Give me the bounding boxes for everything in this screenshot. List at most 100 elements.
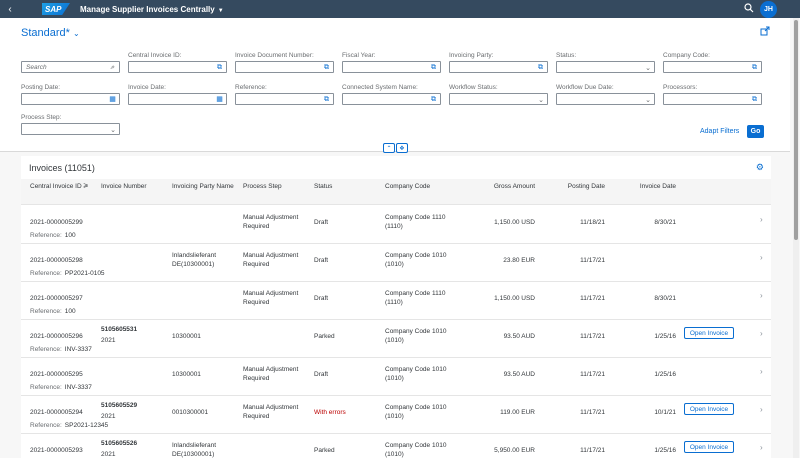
process-step-cell: Manual Adjustment Required bbox=[243, 214, 299, 230]
table-row[interactable]: 2021-0000005296 5105605531 2021 10300001 Par… bbox=[21, 320, 771, 358]
open-invoice-button[interactable]: Open Invoice bbox=[684, 441, 734, 453]
table-row[interactable]: 2021-0000005297 Manual Adjustment Require… bbox=[21, 282, 771, 320]
reference-value: 100 bbox=[64, 232, 76, 239]
variant-name: Standard* bbox=[21, 27, 70, 39]
column-header[interactable]: Status bbox=[314, 183, 333, 190]
pin-icon[interactable]: ❖ bbox=[396, 143, 408, 153]
filter-input[interactable]: ⧉ bbox=[449, 61, 548, 73]
search-input[interactable]: Search ⌕ bbox=[21, 61, 120, 73]
column-header[interactable]: Invoice Date bbox=[639, 183, 676, 190]
chevron-down-icon[interactable]: ⌄ bbox=[110, 127, 116, 134]
chevron-down-icon[interactable]: ⌄ bbox=[538, 97, 544, 104]
value-help-icon[interactable]: ⧉ bbox=[217, 64, 222, 71]
value-help-icon[interactable]: ⧉ bbox=[538, 64, 543, 71]
calendar-icon[interactable]: ▦ bbox=[216, 96, 223, 103]
caret-down-icon: ▼ bbox=[217, 7, 224, 14]
invoicing-party-cell: 0010300001 bbox=[172, 409, 209, 416]
filter-input[interactable]: ▦ bbox=[128, 93, 227, 105]
app-title-menu[interactable]: Manage Supplier Invoices Centrally ▼ bbox=[80, 5, 224, 14]
filter-input[interactable]: ⌄ bbox=[21, 123, 120, 135]
filter-input[interactable]: ⧉ bbox=[663, 61, 762, 73]
filter-label: Invoice Document Number: bbox=[235, 52, 314, 59]
filter-label: Invoicing Party: bbox=[449, 52, 494, 59]
table-row[interactable]: 2021-0000005299 Manual Adjustment Require… bbox=[21, 206, 771, 244]
gross-amount-cell: 93.50 AUD bbox=[503, 333, 535, 340]
value-help-icon[interactable]: ⧉ bbox=[324, 96, 329, 103]
filter-input[interactable]: ⧉ bbox=[342, 61, 441, 73]
row-navigation-icon[interactable]: › bbox=[760, 329, 763, 338]
invoice-id-cell: 2021-0000005297 bbox=[30, 295, 83, 302]
column-header[interactable]: Posting Date bbox=[567, 183, 605, 190]
reference-label: Reference: bbox=[30, 346, 62, 353]
filter-input[interactable]: ⧉ bbox=[235, 93, 334, 105]
row-navigation-icon[interactable]: › bbox=[760, 405, 763, 414]
column-header[interactable]: Invoice Number bbox=[101, 183, 147, 190]
filter-input[interactable]: ⌄ bbox=[556, 61, 655, 73]
status-cell: Draft bbox=[314, 295, 329, 302]
gross-amount-cell: 119.00 EUR bbox=[500, 409, 535, 416]
table-row[interactable]: 2021-0000005294 5105605529 2021 0010300001 M… bbox=[21, 396, 771, 434]
reference-value: INV-3337 bbox=[64, 384, 92, 391]
row-navigation-icon[interactable]: › bbox=[760, 215, 763, 224]
back-chevron-icon[interactable]: ‹ bbox=[8, 3, 12, 15]
sort-icon[interactable]: ⩾ bbox=[83, 182, 89, 189]
posting-date-cell: 11/17/21 bbox=[580, 447, 605, 454]
scrollbar-thumb[interactable] bbox=[794, 20, 798, 240]
open-invoice-button[interactable]: Open Invoice bbox=[684, 327, 734, 339]
filter-input[interactable]: ⧉ bbox=[128, 61, 227, 73]
calendar-icon[interactable]: ▦ bbox=[109, 96, 116, 103]
variant-selector[interactable]: Standard* ⌄ bbox=[21, 27, 80, 39]
scrollbar[interactable] bbox=[793, 18, 799, 458]
search-icon[interactable] bbox=[744, 3, 754, 13]
search-icon[interactable]: ⌕ bbox=[110, 64, 115, 71]
filter-input[interactable]: ⧉ bbox=[342, 93, 441, 105]
invoice-year-cell: 2021 bbox=[101, 337, 116, 344]
filter-field: Invoice Date: ▦ bbox=[128, 84, 227, 105]
chevron-down-icon[interactable]: ⌄ bbox=[645, 65, 651, 72]
filter-label: Posting Date: bbox=[21, 84, 61, 91]
column-header[interactable]: Gross Amount bbox=[493, 183, 535, 190]
adapt-filters-link[interactable]: Adapt Filters bbox=[700, 128, 740, 135]
value-help-icon[interactable]: ⧉ bbox=[752, 64, 757, 71]
company-code-cell: Company Code 1010 (1010) bbox=[385, 442, 447, 458]
filter-input[interactable]: ⧉ bbox=[663, 93, 762, 105]
posting-date-cell: 11/17/21 bbox=[580, 333, 605, 340]
sap-logo[interactable]: SAP bbox=[42, 3, 70, 15]
table-row[interactable]: 2021-0000005293 5105605526 2021 Inlandslief… bbox=[21, 434, 771, 458]
table-row[interactable]: 2021-0000005298 Inlandslieferant DE(10300… bbox=[21, 244, 771, 282]
row-navigation-icon[interactable]: › bbox=[760, 367, 763, 376]
posting-date-cell: 11/17/21 bbox=[580, 409, 605, 416]
gross-amount-cell: 1,150.00 USD bbox=[494, 219, 535, 226]
share-icon[interactable] bbox=[760, 26, 770, 36]
value-help-icon[interactable]: ⧉ bbox=[431, 64, 436, 71]
open-invoice-button[interactable]: Open Invoice bbox=[684, 403, 734, 415]
value-help-icon[interactable]: ⧉ bbox=[431, 96, 436, 103]
row-navigation-icon[interactable]: › bbox=[760, 443, 763, 452]
invoicing-party-cell: 10300001 bbox=[172, 333, 201, 340]
filter-field: Status: ⌄ bbox=[556, 52, 655, 73]
go-button[interactable]: Go bbox=[747, 125, 764, 138]
table-row[interactable]: 2021-0000005295 10300001 Manual Adjustment… bbox=[21, 358, 771, 396]
shell-bar: ‹ SAP Manage Supplier Invoices Centrally… bbox=[0, 0, 800, 18]
reference-line: Reference: 100 bbox=[30, 308, 76, 315]
column-header[interactable]: Process Step bbox=[243, 183, 282, 190]
filter-input[interactable]: ⌄ bbox=[449, 93, 548, 105]
column-header[interactable]: Invoicing Party Name bbox=[172, 183, 234, 190]
status-cell: Draft bbox=[314, 257, 329, 264]
company-code-cell: Company Code 1010 (1010) bbox=[385, 252, 447, 268]
filter-input[interactable]: ▦ bbox=[21, 93, 120, 105]
row-navigation-icon[interactable]: › bbox=[760, 291, 763, 300]
value-help-icon[interactable]: ⧉ bbox=[324, 64, 329, 71]
filter-input[interactable]: ⧉ bbox=[235, 61, 334, 73]
value-help-icon[interactable]: ⧉ bbox=[752, 96, 757, 103]
filter-input[interactable]: ⌄ bbox=[556, 93, 655, 105]
chevron-down-icon[interactable]: ⌄ bbox=[645, 97, 651, 104]
column-header[interactable]: Company Code bbox=[385, 183, 431, 190]
row-navigation-icon[interactable]: › bbox=[760, 253, 763, 262]
avatar[interactable]: JH bbox=[760, 1, 777, 18]
column-header[interactable]: Central Invoice ID bbox=[30, 183, 82, 190]
process-step-cell: Manual Adjustment Required bbox=[243, 290, 299, 306]
gear-icon[interactable]: ⚙ bbox=[755, 162, 764, 172]
collapse-header-icon[interactable]: ⌃ bbox=[383, 143, 395, 153]
invoice-id-cell: 2021-0000005296 bbox=[30, 333, 83, 340]
